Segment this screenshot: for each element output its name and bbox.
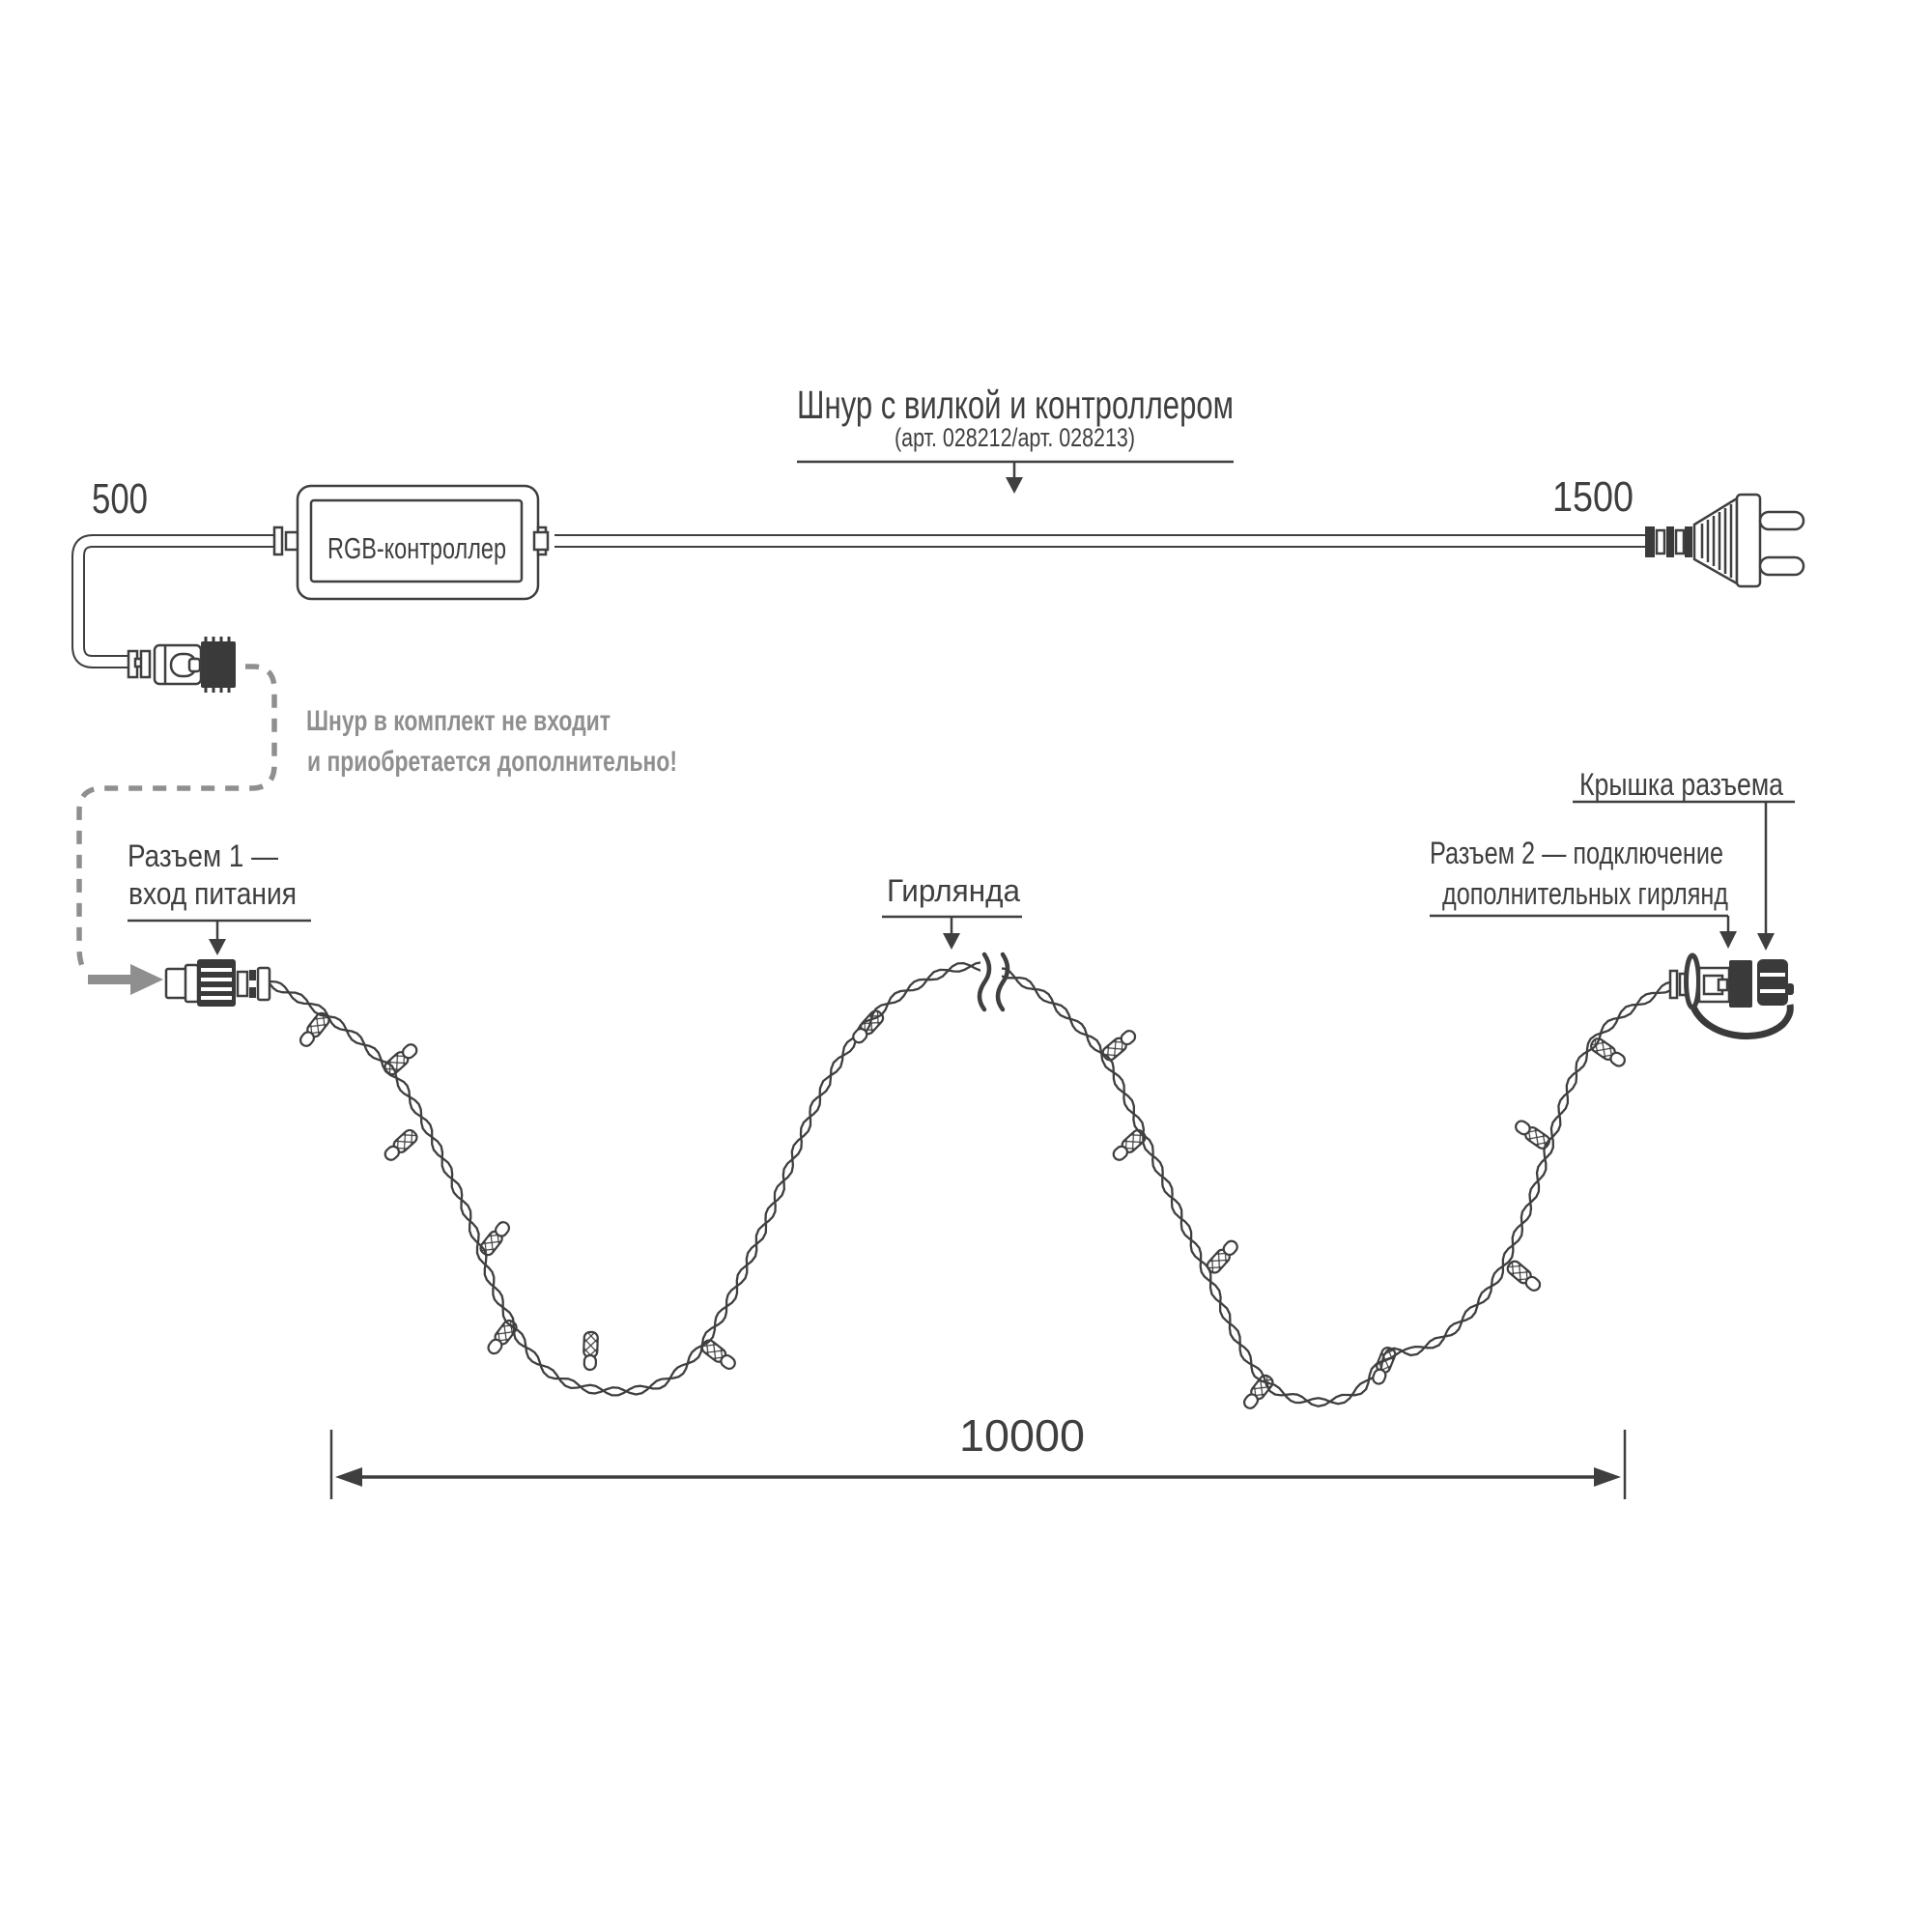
cord-note: Шнур в комплект не входит и приобретаетс… xyxy=(306,705,677,778)
garland-output-connector xyxy=(1668,952,1794,1039)
controller-cords xyxy=(71,534,1650,668)
plug-prong-bottom xyxy=(1758,555,1805,577)
garland-label-text: Гирлянда xyxy=(887,873,1020,908)
controller-face xyxy=(309,498,524,583)
led-bulb xyxy=(1206,1239,1238,1274)
threaded-nut xyxy=(201,637,236,693)
cord-subtitle: (арт. 028212/арт. 028213) xyxy=(895,423,1135,452)
led-bulb xyxy=(384,1043,418,1076)
garland-label: Гирлянда xyxy=(882,873,1022,950)
led-bulb xyxy=(1101,1030,1137,1062)
plug-prong-top xyxy=(1758,510,1805,531)
led-bulb xyxy=(1112,1128,1147,1161)
note-line2: и приобретается дополнительно! xyxy=(307,746,677,778)
note-line1: Шнур в комплект не входит xyxy=(306,705,611,737)
led-bulb xyxy=(700,1339,736,1371)
optional-cord-dashed-path xyxy=(76,664,277,976)
power-output-connector xyxy=(127,637,236,693)
dim-500: 500 xyxy=(92,475,148,523)
led-bulb xyxy=(1590,1037,1626,1067)
plug-body-ridges xyxy=(1700,504,1733,578)
led-bulb xyxy=(1506,1260,1542,1292)
cap-label-text: Крышка разъема xyxy=(1579,767,1783,802)
led-bulb xyxy=(479,1221,511,1257)
plug-face xyxy=(1735,493,1762,588)
rgb-controller: RGB-контроллер xyxy=(272,484,550,601)
left-arrow-icon xyxy=(335,1467,362,1487)
connector1-label: Разъем 1 — вход питания xyxy=(128,838,311,955)
led-bulb xyxy=(852,1009,885,1044)
tether-ring xyxy=(1684,952,1701,1010)
cap-tether xyxy=(1689,1003,1794,1039)
wire-break-mark xyxy=(977,951,1010,1012)
connector1-label-line1: Разъем 1 — xyxy=(128,838,278,873)
down-arrow-icon xyxy=(1757,933,1775,951)
dim-1500: 1500 xyxy=(1552,473,1634,521)
led-bulb xyxy=(487,1319,518,1355)
plug-strain-relief xyxy=(1645,526,1692,557)
cord-left-core xyxy=(73,536,282,667)
led-bulb xyxy=(1515,1120,1550,1150)
led-bulb xyxy=(384,1128,418,1161)
cap-label: Крышка разъема xyxy=(1573,767,1795,951)
cord-title: Шнур с вилкой и контроллером xyxy=(797,383,1234,427)
knurled-nut xyxy=(197,959,236,1007)
connector2-label-line2: дополнительных гирлянд xyxy=(1442,876,1728,911)
connector1-label-line2: вход питания xyxy=(128,876,297,911)
down-arrow-icon xyxy=(943,933,960,950)
optional-cord-arrow xyxy=(88,964,163,995)
led-bulb xyxy=(1372,1347,1397,1385)
garland-dimension: 10000 xyxy=(329,1410,1627,1499)
cord-left-outline xyxy=(71,534,282,668)
down-arrow-icon xyxy=(1719,931,1737,949)
led-bulb xyxy=(1242,1374,1274,1409)
garland-input-connector xyxy=(164,959,271,1007)
connector2-thread xyxy=(1729,960,1752,1008)
right-arrow-icon xyxy=(1594,1467,1621,1487)
garland-string xyxy=(268,961,1674,1409)
connector2-label: Разъем 2 — подключение дополнительных ги… xyxy=(1430,836,1737,949)
power-plug xyxy=(1645,493,1805,588)
controller-label: RGB-контроллер xyxy=(327,531,506,565)
connector-cap xyxy=(1757,959,1794,1006)
down-arrow-icon xyxy=(209,939,226,955)
garland-wire xyxy=(268,961,1674,1406)
down-arrow-icon xyxy=(1006,477,1023,494)
strain-relief-right xyxy=(532,526,550,556)
led-bulb xyxy=(298,1011,330,1047)
strain-relief-left xyxy=(272,526,301,556)
connector2-label-line1: Разъем 2 — подключение xyxy=(1430,836,1723,870)
cord-callout: Шнур с вилкой и контроллером (арт. 02821… xyxy=(797,383,1234,494)
garland-wire xyxy=(268,961,1670,1407)
right-arrow-icon xyxy=(130,964,163,995)
dim-10000: 10000 xyxy=(959,1410,1085,1461)
led-bulb xyxy=(582,1330,599,1372)
